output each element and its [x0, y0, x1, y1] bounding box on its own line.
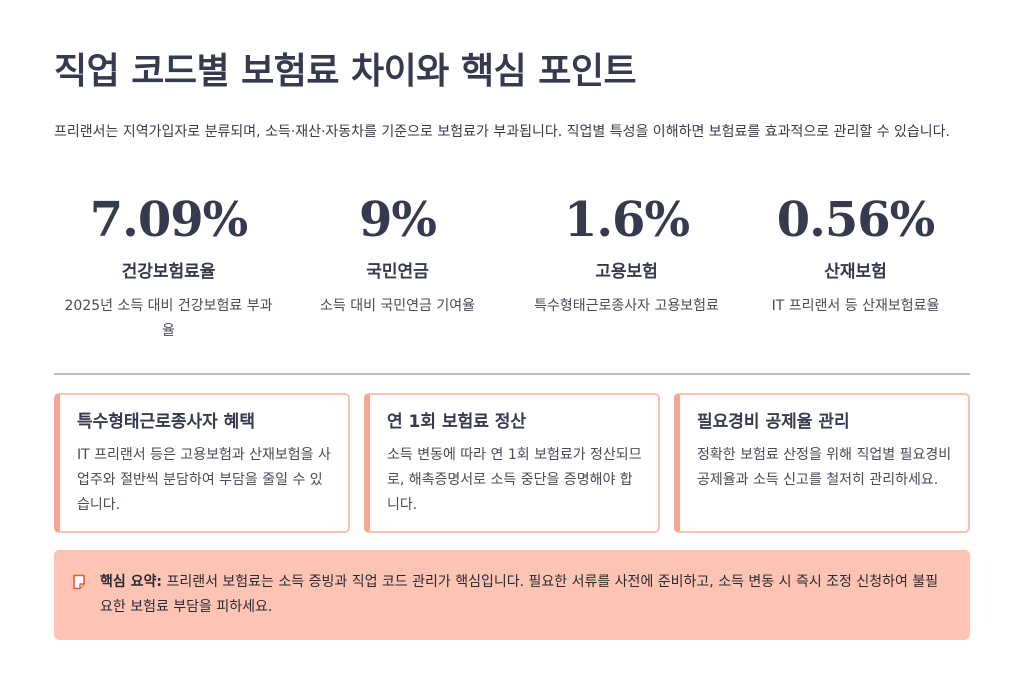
- card-body: IT 프리랜서 등은 고용보험과 산재보험을 사업주와 절반씩 분담하여 부담을…: [77, 447, 331, 513]
- stat-label: 건강보험료율: [121, 262, 216, 282]
- card-annual-settlement: 연 1회 보험료 정산 소득 변동에 따라 연 1회 보험료가 정산되므로, 해…: [364, 393, 660, 533]
- stat-description: 2025년 소득 대비 건강보험료 부과율: [64, 298, 273, 339]
- stat-description: 특수형태근로종사자 고용보험료: [534, 298, 719, 314]
- stat-value: 9%: [358, 192, 437, 248]
- stat-description: IT 프리랜서 등 산재보험료율: [771, 298, 940, 314]
- stat-national-pension: 9% 국민연금 소득 대비 국민연금 기여율: [283, 188, 512, 358]
- stat-value: 1.6%: [563, 192, 690, 248]
- page: 직업 코드별 보험료 차이와 핵심 포인트 프리랜서는 지역가입자로 분류되며,…: [54, 0, 970, 683]
- summary-callout: 핵심 요약: 프리랜서 보험료는 소득 증빙과 직업 코드 관리가 핵심입니다.…: [54, 550, 970, 640]
- info-cards: 특수형태근로종사자 혜택 IT 프리랜서 등은 고용보험과 산재보험을 사업주와…: [54, 393, 970, 533]
- stat-value: 0.56%: [776, 192, 936, 248]
- card-body: 소득 변동에 따라 연 1회 보험료가 정산되므로, 해촉증명서로 소득 중단을…: [387, 447, 642, 513]
- card-title: 특수형태근로종사자 혜택: [77, 412, 255, 432]
- intro-paragraph: 프리랜서는 지역가입자로 분류되며, 소득·재산·자동차를 기준으로 보험료가 …: [54, 124, 950, 140]
- stat-label: 국민연금: [366, 262, 429, 282]
- stat-health-insurance: 7.09% 건강보험료율 2025년 소득 대비 건강보험료 부과율: [54, 188, 283, 358]
- stats-row: 7.09% 건강보험료율 2025년 소득 대비 건강보험료 부과율 9% 국민…: [54, 188, 970, 358]
- section-divider: [54, 373, 970, 375]
- summary-body: 프리랜서 보험료는 소득 증빙과 직업 코드 관리가 핵심입니다. 필요한 서류…: [100, 574, 939, 615]
- page-title: 직업 코드별 보험료 차이와 핵심 포인트: [54, 51, 637, 92]
- stat-description: 소득 대비 국민연금 기여율: [319, 298, 476, 314]
- card-title: 연 1회 보험료 정산: [387, 412, 527, 432]
- stat-value: 7.09%: [89, 192, 249, 248]
- card-title: 필요경비 공제율 관리: [697, 412, 850, 432]
- memo-icon: [73, 574, 85, 590]
- card-expense-deduction: 필요경비 공제율 관리 정확한 보험료 산정을 위해 직업별 필요경비 공제율과…: [674, 393, 970, 533]
- summary-label: 핵심 요약:: [100, 574, 162, 590]
- stat-label: 고용보험: [595, 262, 658, 282]
- card-special-worker-benefit: 특수형태근로종사자 혜택 IT 프리랜서 등은 고용보험과 산재보험을 사업주와…: [54, 393, 350, 533]
- stat-label: 산재보험: [824, 262, 887, 282]
- card-body: 정확한 보험료 산정을 위해 직업별 필요경비 공제율과 소득 신고를 철저히 …: [697, 447, 952, 488]
- summary-text: 핵심 요약: 프리랜서 보험료는 소득 증빙과 직업 코드 관리가 핵심입니다.…: [100, 570, 946, 620]
- stat-employment-insurance: 1.6% 고용보험 특수형태근로종사자 고용보험료: [512, 188, 741, 358]
- stat-industrial-accident-insurance: 0.56% 산재보험 IT 프리랜서 등 산재보험료율: [741, 188, 970, 358]
